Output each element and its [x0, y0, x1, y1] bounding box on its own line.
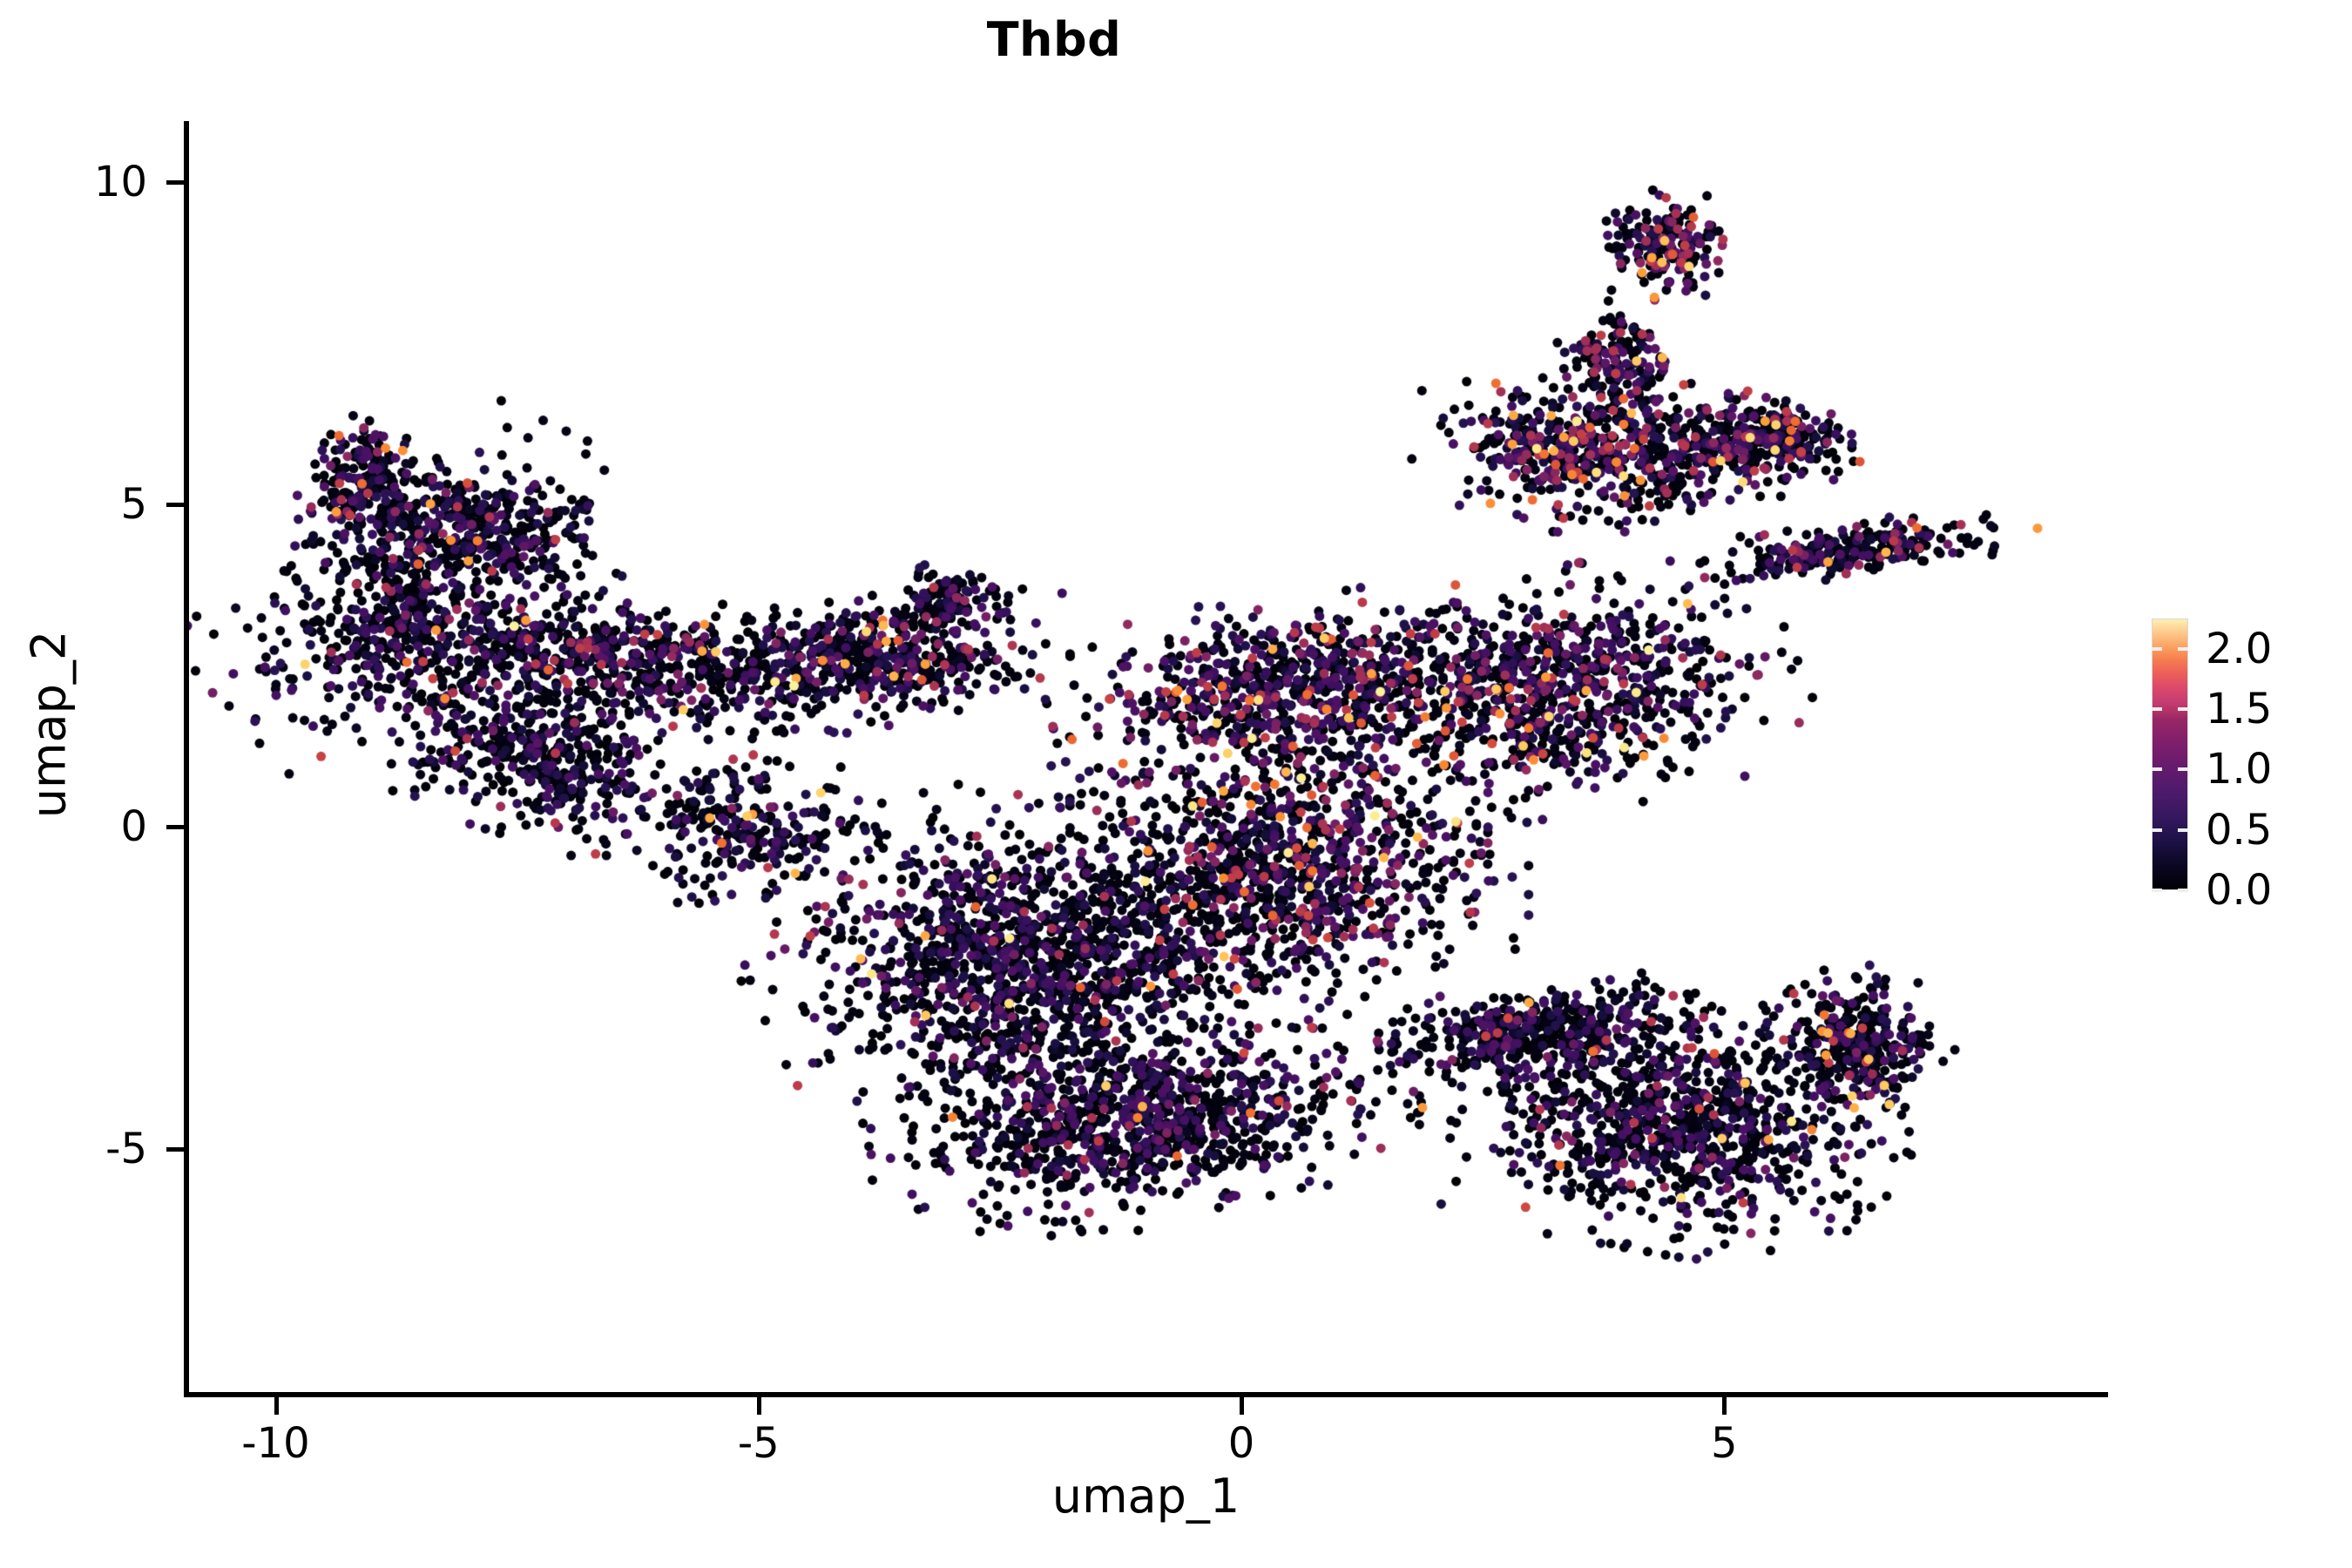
- x-tick-mark: [1240, 1397, 1244, 1415]
- x-tick-mark: [1722, 1397, 1727, 1415]
- colorbar-tick-mark: [2152, 828, 2162, 832]
- colorbar-tick-label: 0.5: [2206, 805, 2273, 855]
- colorbar-tick-label: 1.0: [2206, 745, 2273, 794]
- colorbar-tick-mark: [2152, 889, 2162, 892]
- colorbar: 0.0 0.5 1.0 1.5 2.0: [2152, 618, 2343, 915]
- x-axis-label: umap_1: [1051, 1469, 1240, 1524]
- x-tick-mark: [756, 1397, 761, 1415]
- y-tick-mark: [166, 825, 184, 829]
- y-tick-mark: [166, 1147, 184, 1152]
- y-tick-label: 0: [120, 802, 147, 851]
- x-tick-label: -10: [241, 1419, 310, 1468]
- colorbar-tick-mark: [2178, 828, 2188, 832]
- y-axis-spine: [184, 121, 189, 1397]
- colorbar-tick-mark: [2178, 889, 2188, 892]
- y-tick-label: 10: [93, 158, 147, 206]
- colorbar-tick-mark: [2152, 646, 2162, 651]
- y-tick-label: 5: [120, 480, 147, 529]
- colorbar-tick-label: 0.0: [2206, 866, 2273, 915]
- x-tick-label: -5: [737, 1419, 780, 1468]
- y-axis-label: umap_2: [21, 630, 77, 819]
- colorbar-gradient: [2152, 618, 2188, 890]
- plot-title: Thbd: [986, 12, 1122, 67]
- colorbar-tick-mark: [2178, 707, 2188, 711]
- plot-axes-area: -10 -5 0 5 10 5 0 -5: [94, 121, 2108, 1468]
- y-tick-mark: [166, 503, 184, 507]
- colorbar-tick-label: 1.5: [2206, 685, 2273, 733]
- colorbar-tick-mark: [2152, 767, 2162, 772]
- y-tick-label: -5: [105, 1125, 147, 1173]
- colorbar-tick-mark: [2178, 646, 2188, 651]
- colorbar-tick-mark: [2178, 767, 2188, 772]
- x-tick-label: 0: [1227, 1419, 1255, 1468]
- scatter-points-layer: [184, 121, 2108, 1397]
- y-tick-mark: [166, 180, 184, 185]
- colorbar-tick-mark: [2152, 707, 2162, 711]
- x-tick-label: 5: [1710, 1419, 1738, 1468]
- colorbar-tick-label: 2.0: [2206, 624, 2273, 673]
- x-tick-mark: [274, 1397, 279, 1415]
- x-axis-spine: [184, 1392, 2108, 1397]
